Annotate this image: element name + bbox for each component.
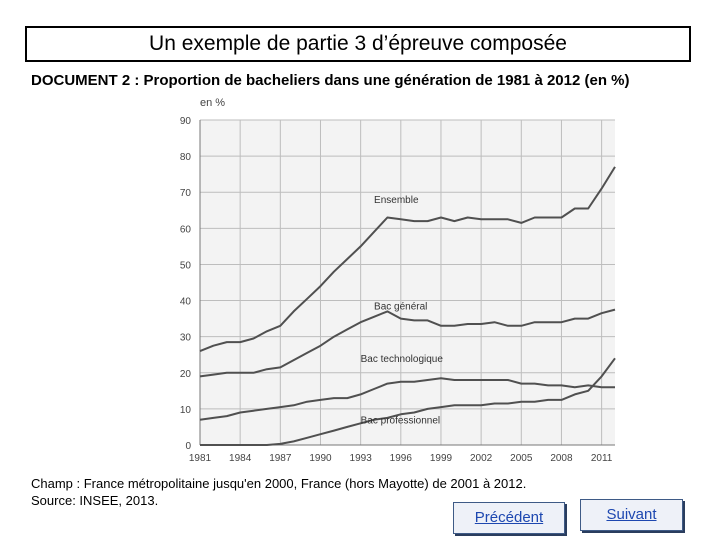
series-label: Bac technologique xyxy=(361,354,444,365)
x-tick-label: 1981 xyxy=(189,453,212,464)
plot-background xyxy=(200,120,615,445)
slide-title: Un exemple de partie 3 d’épreuve composé… xyxy=(25,26,691,62)
next-button[interactable]: Suivant xyxy=(580,499,683,531)
y-tick-label: 80 xyxy=(180,152,192,163)
x-tick-label: 2011 xyxy=(591,453,613,464)
document-heading: DOCUMENT 2 : Proportion de bacheliers da… xyxy=(31,72,630,89)
y-tick-label: 40 xyxy=(180,297,192,308)
series-line xyxy=(200,357,616,446)
y-tick-label: 20 xyxy=(180,369,192,380)
chart-svg: 0 10 20 30 40 50 60 70 80 90 1981 1984 1987 1990 1993 1… xyxy=(180,97,616,464)
series-label: Bac professionnel xyxy=(361,415,441,426)
series-label: Ensemble xyxy=(374,195,419,206)
x-tick-label: 2005 xyxy=(510,453,533,464)
series-line xyxy=(199,377,615,421)
x-tick-label: 1996 xyxy=(390,453,413,464)
y-axis-unit-label: en % xyxy=(200,97,225,109)
y-tick-label: 30 xyxy=(180,333,192,344)
x-tick-label: 1990 xyxy=(309,453,332,464)
y-tick-label: 0 xyxy=(185,441,191,452)
chart-caption: Champ : France métropolitaine jusqu'en 2… xyxy=(31,475,526,509)
y-tick-label: 90 xyxy=(180,116,192,127)
y-tick-label: 50 xyxy=(180,260,192,271)
x-tick-label: 1999 xyxy=(430,453,453,464)
x-tick-label: 2002 xyxy=(470,453,493,464)
y-tick-label: 70 xyxy=(180,188,192,199)
y-tick-label: 10 xyxy=(180,405,192,416)
series-label: Bac général xyxy=(374,302,427,313)
previous-button[interactable]: Précédent xyxy=(453,502,565,534)
series-line xyxy=(199,166,616,353)
caption-champ: Champ : France métropolitaine jusqu'en 2… xyxy=(31,476,527,491)
series-line xyxy=(199,308,616,378)
line-chart: 0 10 20 30 40 50 60 70 80 90 1981 1984 1987 1990 1993 1… xyxy=(160,92,625,470)
x-tick-label: 2008 xyxy=(550,453,573,464)
x-tick-label: 1984 xyxy=(229,453,252,464)
y-tick-label: 60 xyxy=(180,224,192,235)
x-tick-label: 1993 xyxy=(350,453,373,464)
x-tick-label: 1987 xyxy=(269,453,292,464)
caption-source: Source: INSEE, 2013. xyxy=(31,493,159,508)
